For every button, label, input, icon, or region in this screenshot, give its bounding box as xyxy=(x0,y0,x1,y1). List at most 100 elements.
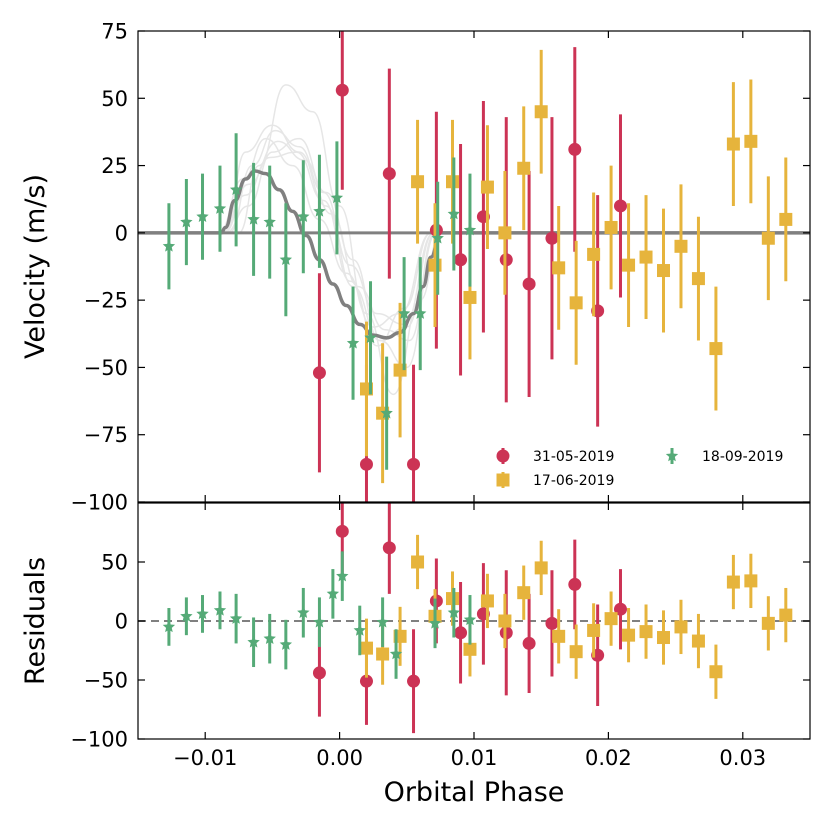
data-point xyxy=(761,231,775,245)
velocity-y-axis-label: Velocity (m/s) xyxy=(20,174,51,359)
data-point xyxy=(397,307,411,319)
data-point xyxy=(674,239,688,253)
data-point xyxy=(297,210,310,222)
data-point xyxy=(335,83,349,97)
data-point xyxy=(552,261,566,275)
y-tick-label: 50 xyxy=(101,551,128,575)
data-point xyxy=(657,631,671,645)
data-point xyxy=(353,623,366,636)
data-point xyxy=(779,212,793,226)
legend-label: 17-06-2019 xyxy=(533,473,614,489)
data-point xyxy=(691,272,705,286)
data-point xyxy=(382,167,396,181)
data-point xyxy=(326,587,340,600)
data-point xyxy=(568,577,582,591)
legend-label: 31-05-2019 xyxy=(533,449,614,465)
data-point xyxy=(364,331,377,344)
data-point xyxy=(657,264,671,278)
x-tick-label: 0.02 xyxy=(585,746,632,770)
y-tick-label: 0 xyxy=(115,610,128,634)
bot-series-group xyxy=(162,503,793,734)
data-point xyxy=(744,134,758,148)
data-point xyxy=(411,555,425,569)
legend-marker xyxy=(496,449,510,463)
data-point xyxy=(463,613,477,626)
data-point xyxy=(389,647,403,660)
data-point xyxy=(407,674,421,688)
data-point xyxy=(709,342,723,356)
data-point xyxy=(726,137,740,151)
data-point xyxy=(447,207,461,220)
residuals-panel: −0.01 0.00 0.01 0.02 0.03 −100 −50 0 50 Residual… xyxy=(20,502,811,808)
legend-marker xyxy=(496,473,510,487)
data-point xyxy=(279,638,293,650)
x-tick-label: 0.01 xyxy=(451,746,498,770)
posterior-draw-curve xyxy=(138,137,810,369)
data-point xyxy=(569,296,583,310)
data-point xyxy=(346,336,360,349)
data-point xyxy=(335,524,349,538)
legend-label: 18-09-2019 xyxy=(702,449,783,465)
data-point xyxy=(447,606,461,618)
data-point xyxy=(604,612,618,626)
data-point xyxy=(480,594,494,608)
data-point xyxy=(480,180,494,194)
data-point xyxy=(522,636,536,650)
data-point xyxy=(263,215,276,228)
data-point xyxy=(622,628,636,642)
y-tick-label: −75 xyxy=(84,423,128,447)
data-point xyxy=(162,620,176,633)
data-point xyxy=(229,612,243,624)
legend: 31-05-2019 17-06-2019 18-09-2019 xyxy=(496,448,783,489)
velocity-model-curve xyxy=(138,169,810,340)
data-point xyxy=(454,626,468,640)
data-point xyxy=(431,231,444,244)
data-point xyxy=(414,307,427,319)
data-point xyxy=(312,366,326,380)
x-tick-label: 0.00 xyxy=(316,746,363,770)
data-point xyxy=(336,569,349,582)
data-point xyxy=(313,615,326,628)
data-point xyxy=(639,250,653,264)
legend-item: 18-09-2019 xyxy=(665,448,783,465)
data-point xyxy=(196,210,209,222)
velocity-draws xyxy=(138,84,810,396)
data-point xyxy=(407,457,421,471)
data-point xyxy=(247,635,260,648)
data-point xyxy=(312,666,326,680)
data-point xyxy=(552,629,566,643)
data-point xyxy=(761,616,775,630)
data-point xyxy=(247,212,260,225)
legend-marker xyxy=(665,449,679,462)
data-point xyxy=(162,239,176,252)
x-tick-label: 0.03 xyxy=(719,746,766,770)
data-point xyxy=(726,575,740,589)
data-point xyxy=(587,247,601,261)
x-tick-label: −0.01 xyxy=(173,746,237,770)
data-point xyxy=(376,647,390,661)
data-point xyxy=(213,603,227,616)
data-point xyxy=(545,231,559,245)
data-point xyxy=(428,616,442,629)
data-point xyxy=(382,541,396,555)
data-point xyxy=(359,641,373,655)
data-point xyxy=(498,226,512,240)
y-tick-label: −25 xyxy=(84,289,128,313)
data-point xyxy=(330,191,344,204)
posterior-draw-curve xyxy=(138,140,810,342)
data-point xyxy=(569,645,583,659)
data-point xyxy=(411,175,425,189)
y-tick-label: 0 xyxy=(115,221,128,245)
data-point xyxy=(313,204,326,217)
data-point xyxy=(463,642,477,656)
data-point xyxy=(522,277,536,291)
y-tick-label: −100 xyxy=(70,728,128,752)
velocity-panel: −100 −75 −50 −25 0 25 50 75 Velocity (m/s) 31-0… xyxy=(20,20,811,515)
residuals-ticks: −0.01 0.00 0.01 0.02 0.03 −100 −50 0 50 xyxy=(70,503,810,770)
y-tick-label: −50 xyxy=(84,669,128,693)
data-point xyxy=(622,258,636,272)
data-point xyxy=(180,609,193,622)
velocity-plot-frame xyxy=(137,30,811,503)
data-point xyxy=(604,220,618,234)
